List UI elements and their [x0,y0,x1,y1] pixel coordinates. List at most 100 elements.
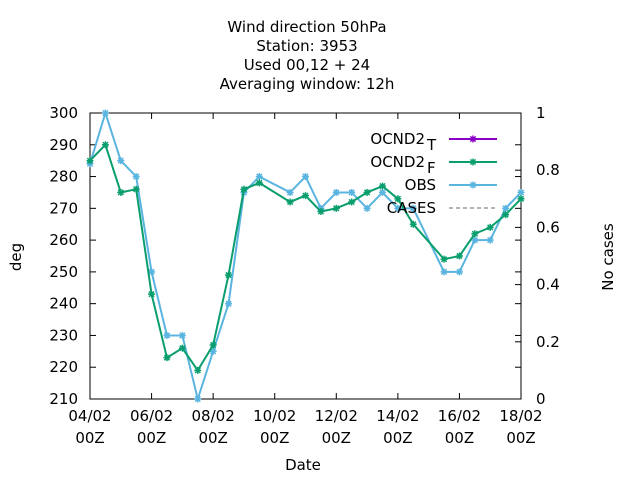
y-tick-label: 210 [49,390,78,408]
y2-tick-label: 0.8 [536,161,560,179]
y-tick-label: 290 [49,136,78,154]
y2-tick-label: 0 [536,390,546,408]
series-ocnd2-f [86,141,525,374]
data-point [394,195,402,203]
data-point [471,230,479,238]
data-point [178,344,186,352]
title-line: Wind direction 50hPa [227,18,386,36]
data-point [455,268,463,276]
y-tick-label: 220 [49,358,78,376]
data-point [486,236,494,244]
y-tick-label: 260 [49,231,78,249]
x-tick-label: 10/02 [253,407,296,425]
x-tick-label: 18/02 [499,407,542,425]
y-tick-label: 270 [49,199,78,217]
data-point [132,173,140,181]
data-point [394,204,402,212]
x-tick-label: 12/02 [315,407,358,425]
data-point [101,141,109,149]
data-point [440,268,448,276]
data-point [332,204,340,212]
data-point [409,204,417,212]
legend-marker [469,181,477,189]
data-point [502,211,510,219]
data-point [117,157,125,165]
data-point [302,192,309,200]
data-point [517,188,525,196]
y-axis-right: 0 0.2 0.4 0.6 0.8 1 [515,104,560,408]
data-point [101,109,109,117]
data-point [348,198,356,206]
x-tick-label: 16/02 [438,407,481,425]
legend-label: OCND2 [370,153,425,171]
x-tick-label: 00Z [75,429,104,447]
data-point [225,300,233,308]
y2-tick-label: 1 [536,104,546,122]
legend-entry: OCND2 F [370,153,497,177]
data-point [440,255,448,263]
data-point [255,173,263,181]
data-point [409,220,417,228]
data-point [332,188,340,196]
title-line: Station: 3953 [256,37,357,55]
data-point [194,366,202,374]
x-tick-label: 04/02 [68,407,111,425]
legend-label: CASES [387,199,436,217]
data-point [378,182,386,190]
data-point [286,188,294,196]
x-tick-label: 00Z [445,429,474,447]
y-tick-label: 250 [49,263,78,281]
x-tick-label: 00Z [198,429,227,447]
y2-tick-label: 0.4 [536,276,560,294]
data-point [225,271,233,279]
x-tick-label: 00Z [506,429,535,447]
data-point [132,185,140,193]
legend-marker [469,158,477,166]
y2-tick-label: 0.2 [536,333,560,351]
data-point [240,185,248,193]
data-point [486,223,494,231]
x-tick-label: 00Z [322,429,351,447]
data-point [302,173,309,181]
data-point [286,198,294,206]
data-point [148,290,156,298]
x-tick-label: 00Z [383,429,412,447]
x-tick-label: 08/02 [192,407,235,425]
legend-entry: OBS [405,176,497,194]
data-point [363,204,371,212]
y-axis-label: deg [7,243,25,271]
data-point [194,395,202,403]
data-point [86,157,94,165]
legend-subscript: T [426,136,437,154]
legend-entry: CASES [387,199,497,217]
y2-tick-label: 0.6 [536,218,560,236]
data-point [502,204,510,212]
legend-label: OCND2 [370,130,425,148]
x-tick-label: 14/02 [376,407,419,425]
data-point [471,236,479,244]
data-point [163,331,171,339]
x-axis: 04/02 00Z 06/02 00Z 08/02 00Z 10/02 00Z 12/02 00Z… [68,113,543,447]
y-axis-left: 210 220 230 240 250 260 270 280 290 300 [49,104,521,408]
y-tick-label: 280 [49,168,78,186]
data-point [317,208,325,216]
data-point [363,188,371,196]
title-line: Used 00,12 + 24 [244,56,370,74]
title-line: Averaging window: 12h [220,75,395,93]
y2-axis-label: No cases [599,223,617,291]
y-tick-label: 230 [49,326,78,344]
y-tick-label: 300 [49,104,78,122]
data-point [117,188,125,196]
x-tick-label: 00Z [137,429,166,447]
data-point [378,188,386,196]
legend-entry: OCND2 T [370,130,497,154]
x-axis-label: Date [285,456,321,474]
data-point [148,268,156,276]
data-point [455,252,463,260]
data-point [178,331,186,339]
data-point [163,354,171,362]
data-point [255,179,263,187]
